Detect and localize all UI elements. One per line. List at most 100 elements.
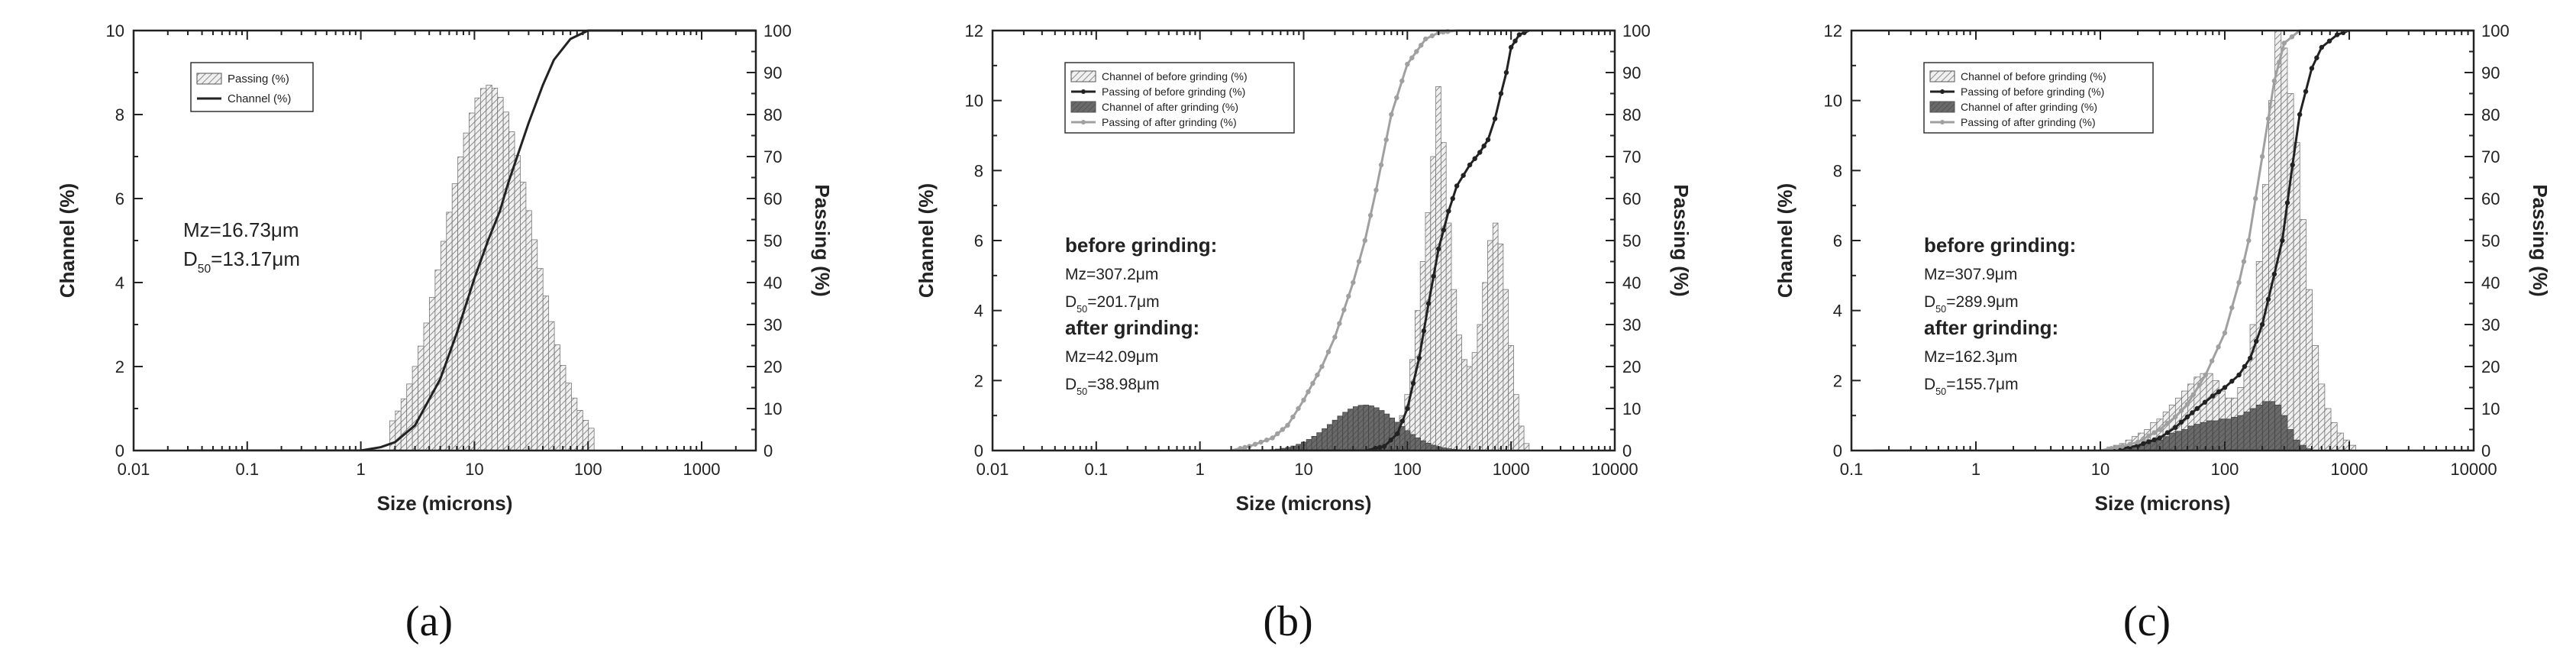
bar-1 [1409,434,1416,451]
bar-0 [502,111,509,451]
bar-1 [2187,425,2195,451]
series-marker-0 [2248,355,2253,361]
y-left-tick-label: 10 [1824,92,1842,111]
bar-1 [1326,424,1333,451]
lines-group [188,29,756,451]
series-marker-1 [2281,40,2287,46]
panel-label: (a) [405,598,453,645]
series-marker-1 [1374,187,1379,193]
x-tick-label: 10 [2091,460,2110,479]
series-marker-0 [2172,425,2178,430]
y-right-tick-label: 70 [2481,147,2500,166]
y-left-tick-label: 10 [106,21,124,40]
y-left-tick-label: 2 [1833,371,1842,390]
series-marker-0 [1461,173,1466,178]
series-marker-0 [1388,438,1393,443]
bar-0 [2306,289,2313,451]
series-marker-1 [2178,408,2184,413]
bar-0 [531,239,538,451]
x-tick-label: 1 [1196,460,1205,479]
bar-0 [571,397,578,451]
series-marker-0 [2202,399,2208,405]
x-axis: 0.01 0.1 1 10 100 1000 Size (microns) [118,31,757,515]
series-marker-0 [1421,328,1427,334]
y-right-tick-label: 80 [763,105,782,124]
y-left-axis-label: Channel (%) [56,183,79,298]
x-axis-label: Size (microns) [377,492,513,515]
bar-1 [2212,420,2219,451]
y-left-tick-label: 0 [974,441,983,460]
bar-1 [2206,420,2213,451]
bar-1 [2261,401,2269,451]
bar-1 [2274,405,2282,451]
bar-0 [542,296,550,451]
series-marker-1 [1429,33,1435,39]
bar-0 [400,398,408,451]
bar-1 [2287,429,2294,451]
series-marker-1 [2222,330,2228,336]
x-tick-label: 1000 [2331,460,2368,479]
y-right-tick-label: 30 [1622,315,1641,334]
series-marker-1 [1423,36,1428,42]
bar-0 [418,345,424,451]
y-right-tick-label: 100 [763,21,792,40]
annotation-text: D50=13.17μm [183,247,300,276]
series-marker-0 [2253,338,2259,344]
series-marker-1 [1285,422,1290,428]
series-marker-1 [1394,95,1399,101]
y-right-tick-label: 40 [1622,273,1641,292]
y-right-axis-label: Passing (%) [2529,184,2552,296]
legend-label: Channel of before grinding (%) [1102,70,1248,82]
bars-group [1259,86,1530,451]
legend-swatch [196,73,222,85]
bar-0 [1471,352,1478,451]
bar-0 [1487,240,1493,451]
y-right-tick-label: 60 [2481,189,2500,208]
bar-1 [2249,408,2257,451]
series-marker-1 [2253,195,2258,202]
annotation-text: D50=289.9μm [1924,293,2019,315]
y-axis-left: 0 2 4 6 8 10 12 Channel (%) [1774,21,1861,460]
series-marker-0 [2152,437,2157,443]
series-marker-1 [1296,405,1301,412]
bar-0 [440,241,447,451]
bar-0 [1414,310,1421,451]
series-marker-0 [1516,32,1522,37]
series-marker-0 [2194,405,2200,412]
series-marker-1 [2109,446,2114,451]
series-marker-0 [2146,439,2152,444]
series-marker-1 [1337,321,1342,326]
bar-0 [2287,93,2294,451]
y-right-tick-label: 30 [2481,315,2500,334]
bar-0 [1430,156,1436,451]
bar-1 [1415,438,1421,451]
y-right-tick-label: 50 [1622,231,1641,250]
bar-0 [1508,345,1514,451]
legend-swatch [1070,101,1096,113]
annotation-text: Mz=307.9μm [1924,266,2017,283]
y-left-tick-label: 6 [115,189,124,208]
series-marker-1 [2246,237,2252,244]
x-tick-label: 100 [574,460,602,479]
y-right-axis-label: Passing (%) [1670,184,1693,296]
series-marker-1 [2259,153,2265,160]
lines-group [1873,29,2474,451]
series-marker-1 [2127,441,2133,447]
annotation-text: after grinding: [1065,316,1199,339]
series-marker-1 [1258,439,1264,445]
x-tick-label: 0.01 [976,460,1009,479]
x-tick-label: 10000 [2450,460,2497,479]
bar-0 [1440,142,1447,451]
x-tick-label: 10 [465,460,483,479]
series-marker-0 [2242,363,2248,370]
annotations: before grinding: Mz=307.2μm D50=201.7μmaft… [1065,234,1217,397]
annotation-text: Mz=16.73μm [183,218,299,241]
bar-1 [1322,428,1328,451]
y-right-tick-label: 70 [1622,147,1641,166]
annotations: before grinding: Mz=307.9μm D50=289.9μmaft… [1924,234,2076,397]
series-marker-0 [1431,273,1436,279]
series-marker-1 [1356,259,1362,264]
y-right-tick-label: 90 [763,63,782,82]
series-marker-0 [2309,66,2315,71]
